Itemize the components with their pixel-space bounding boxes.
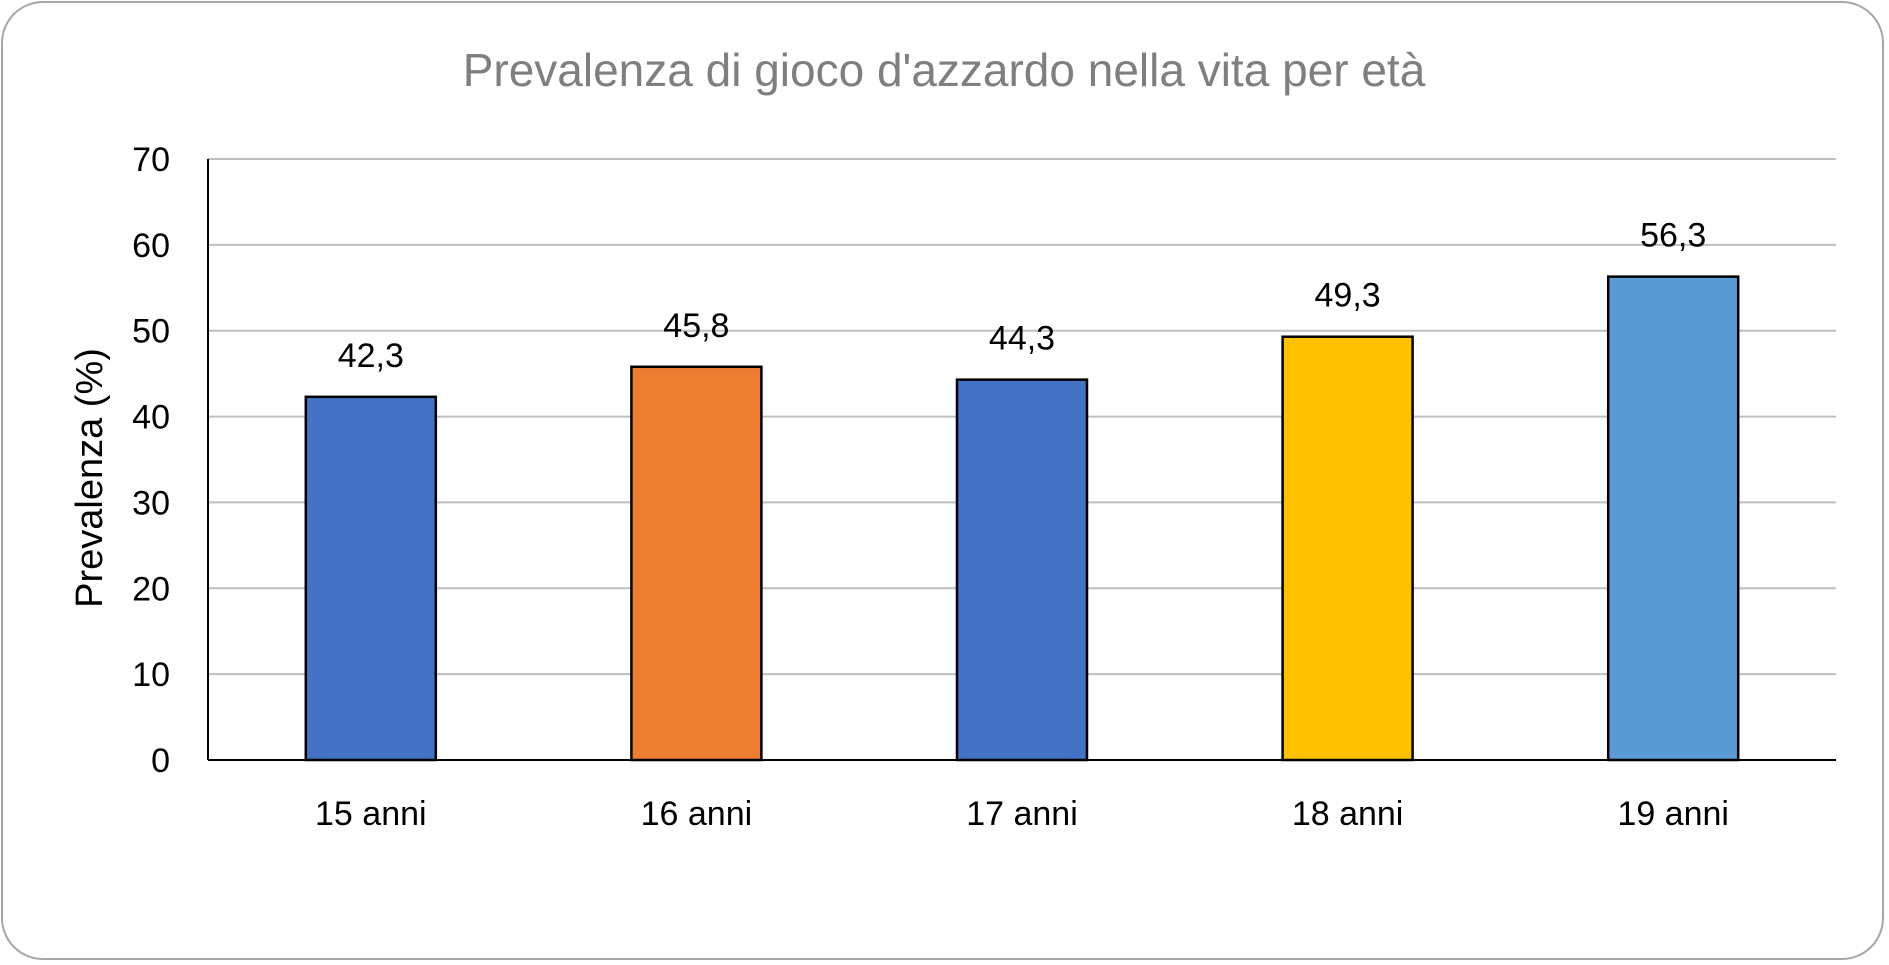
bars bbox=[304, 275, 1740, 762]
x-tick-label: 19 anni bbox=[1617, 795, 1729, 833]
y-tick-label: 0 bbox=[151, 742, 170, 780]
y-axis-label: Prevalenza (%) bbox=[69, 348, 111, 608]
chart-title: Prevalenza di gioco d'azzardo nella vita… bbox=[463, 44, 1426, 96]
x-tick-label: 17 anni bbox=[966, 795, 1078, 833]
data-label: 45,8 bbox=[663, 307, 729, 345]
data-label: 42,3 bbox=[338, 337, 404, 375]
y-tick-label: 30 bbox=[132, 484, 170, 522]
data-label: 56,3 bbox=[1640, 217, 1706, 255]
bar bbox=[1606, 275, 1740, 762]
y-tick-label: 10 bbox=[132, 656, 170, 694]
y-tick-label: 60 bbox=[132, 227, 170, 265]
labels: 0 10 20 30 40 50 60 70 42,3 15 anni 45,8 16 anni 44,… bbox=[132, 141, 1729, 833]
x-tick-label: 18 anni bbox=[1292, 795, 1404, 833]
data-label: 49,3 bbox=[1315, 277, 1381, 315]
y-tick-label: 50 bbox=[132, 313, 170, 351]
x-tick-label: 16 anni bbox=[641, 795, 753, 833]
bar bbox=[304, 395, 438, 762]
bar bbox=[955, 378, 1089, 762]
gridlines bbox=[208, 158, 1836, 676]
bar bbox=[630, 365, 763, 762]
x-tick-label: 15 anni bbox=[315, 795, 427, 833]
y-tick-label: 20 bbox=[132, 570, 170, 608]
axes bbox=[207, 159, 1836, 761]
bar bbox=[1281, 335, 1414, 762]
y-tick-label: 40 bbox=[132, 399, 170, 437]
data-label: 44,3 bbox=[989, 320, 1055, 358]
y-tick-label: 70 bbox=[132, 141, 170, 179]
